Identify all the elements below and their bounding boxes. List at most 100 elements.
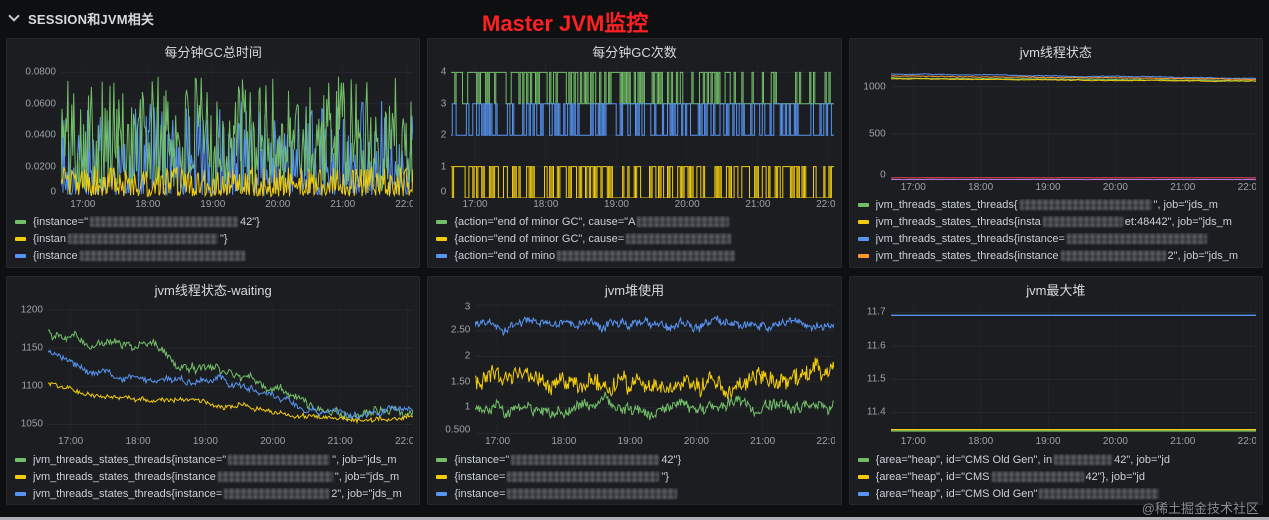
legend-series-marker <box>857 203 869 207</box>
x-axis-label: 20:00 <box>1102 181 1128 193</box>
x-axis-label: 18:00 <box>125 436 151 447</box>
legend-item[interactable]: jvm_threads_states_threads{instance= <box>857 231 1256 248</box>
series-line <box>890 73 1256 80</box>
x-axis-label: 17:00 <box>462 198 488 210</box>
legend-item[interactable]: {action="end of mino <box>436 248 834 265</box>
x-axis-label: 17:00 <box>70 198 96 210</box>
plot[interactable] <box>890 63 1256 181</box>
x-axis-label: 17:00 <box>485 436 511 447</box>
series-line <box>61 100 413 197</box>
legend-item[interactable]: jvm_threads_states_threads{instance ", jo… <box>15 468 413 485</box>
y-axis-label: 1100 <box>21 380 43 392</box>
plot[interactable] <box>451 63 835 198</box>
legend-item[interactable]: jvm_threads_states_threads{instance= 2", … <box>15 485 413 502</box>
legend: {instance=" 42"} {instance= "} {instance= <box>434 449 834 502</box>
legend-item[interactable]: jvm_threads_states_threads{instance 2", j… <box>857 248 1256 265</box>
plot[interactable] <box>475 300 835 435</box>
legend-item[interactable]: {instance <box>15 248 413 265</box>
y-axis-label: 1 <box>464 401 471 413</box>
x-axis-label: 19:00 <box>1035 436 1061 447</box>
legend-label: jvm_threads_states_threads{instance 2", j… <box>875 250 1238 262</box>
y-axis-label: 2.50 <box>450 324 471 336</box>
x-axis-label: 22:00 <box>1237 181 1256 193</box>
legend-series-marker <box>436 254 448 258</box>
horizontal-scrollbar[interactable] <box>0 517 1269 520</box>
y-axis-label: 0.500 <box>445 424 471 435</box>
redacted-text <box>557 250 736 261</box>
plot[interactable] <box>61 63 413 198</box>
chart-svg <box>890 300 1256 435</box>
x-axis-label: 22:00 <box>816 436 834 447</box>
redacted-text <box>637 216 730 227</box>
x-axis-label: 22:00 <box>395 436 413 447</box>
y-axis-label: 3 <box>440 98 447 110</box>
panel-title[interactable]: jvm最大堆 <box>1026 282 1086 298</box>
legend-series-marker <box>15 474 26 479</box>
legend-item[interactable]: jvm_threads_states_threads{insta et:48442… <box>857 214 1256 231</box>
panel-title[interactable]: 每分钟GC次数 <box>592 45 677 60</box>
y-axis-label: 0.0600 <box>25 98 56 110</box>
legend-label: jvm_threads_states_threads{instance= 2", … <box>33 487 402 500</box>
panel-title[interactable]: jvm线程状态 <box>1019 45 1092 60</box>
chart-svg <box>451 63 835 198</box>
dashboard-panel: 每分钟GC总时间 0.0800 0.0600 0.0400 0.0200 0 17:00… <box>6 38 421 268</box>
row-collapse-toggle[interactable]: SESSION和JVM相关 <box>0 0 220 36</box>
x-axis: 17:00 18:00 19:00 20:00 21:00 22:00 <box>451 198 835 212</box>
legend-label: {instance=" 42"} <box>454 453 682 466</box>
y-axis: 3 2.50 2 1.50 1 0.500 <box>434 301 475 435</box>
x-axis-label: 21:00 <box>330 198 356 210</box>
legend-item[interactable]: jvm_threads_states_threads{", job="jds_m <box>857 197 1256 214</box>
dashboard-panel: 每分钟GC次数 4 3 2 1 0 17:00 18:00 19:00 20:00 21:00 2… <box>427 38 842 268</box>
redacted-text <box>626 233 732 244</box>
legend-item[interactable]: {area="heap", id="CMS 42"}, job="jd <box>857 468 1256 485</box>
chart-svg <box>890 63 1256 181</box>
legend-label: jvm_threads_states_threads{instance=" ", … <box>33 453 397 466</box>
legend-item[interactable]: {instance=" 42"} <box>15 214 413 231</box>
redacted-text <box>79 250 245 261</box>
legend: {instance=" 42"} {instan "} {instance <box>13 212 413 265</box>
y-axis: 11.7 11.6 11.5 11.4 <box>856 301 891 436</box>
y-axis-label: 2 <box>440 129 447 141</box>
panel-title[interactable]: jvm堆使用 <box>604 282 665 298</box>
legend-label: {area="heap", id="CMS 42"}, job="jd <box>875 470 1145 483</box>
y-axis: 1000 500 0 <box>856 63 891 180</box>
x-axis-label: 17:00 <box>58 436 84 447</box>
panel-title[interactable]: 每分钟GC总时间 <box>164 45 262 60</box>
chart-area: 1200 1150 1100 1050 <box>13 300 413 435</box>
redacted-text <box>1054 453 1113 465</box>
legend-item[interactable]: {instan "} <box>15 231 413 248</box>
chart-area: 3 2.50 2 1.50 1 0.500 <box>434 300 835 435</box>
legend-item[interactable]: {action="end of minor GC", cause= <box>436 231 834 248</box>
x-axis-label: 18:00 <box>533 198 559 210</box>
legend: {area="heap", id="CMS Old Gen", in 42", j… <box>856 449 1256 502</box>
y-axis-label: 11.5 <box>866 373 886 385</box>
plot[interactable] <box>48 300 413 435</box>
legend-item[interactable]: jvm_threads_states_threads{instance=" ", … <box>15 451 413 468</box>
panel-title[interactable]: jvm线程状态-waiting <box>154 282 272 298</box>
legend-series-marker <box>15 491 26 496</box>
series-line <box>451 103 835 136</box>
legend-item[interactable]: {area="heap", id="CMS Old Gen", in 42", j… <box>857 451 1256 468</box>
legend-series-marker <box>436 237 448 241</box>
x-axis-label: 21:00 <box>745 198 771 210</box>
legend-item[interactable]: {area="heap", id="CMS Old Gen" <box>857 485 1256 502</box>
legend-item[interactable]: {instance=" 42"} <box>436 451 834 468</box>
chart-svg <box>61 63 413 198</box>
chart-area: 4 3 2 1 0 <box>434 63 835 198</box>
x-axis-label: 19:00 <box>603 198 629 210</box>
y-axis-label: 11.7 <box>866 306 886 318</box>
x-axis: 17:00 18:00 19:00 20:00 21:00 22:00 <box>891 181 1256 195</box>
legend-item[interactable]: {instance= "} <box>436 468 834 485</box>
dashboard-panel: jvm最大堆 11.7 11.6 11.5 11.4 17:00 18:00 19:00 2… <box>848 275 1263 505</box>
legend-series-marker <box>15 254 26 258</box>
legend: jvm_threads_states_threads{", job="jds_m… <box>856 195 1256 265</box>
legend-item[interactable]: {action="end of minor GC", cause="A <box>436 214 834 231</box>
y-axis: 0.0800 0.0600 0.0400 0.0200 0 <box>13 63 61 198</box>
legend-label: {instance=" 42"} <box>33 216 260 228</box>
x-axis-label: 19:00 <box>192 436 218 447</box>
legend-item[interactable]: {instance= <box>436 485 834 502</box>
series-line <box>451 71 835 105</box>
x-axis-label: 18:00 <box>968 436 994 447</box>
plot[interactable] <box>890 300 1256 435</box>
legend-series-marker <box>857 220 869 224</box>
